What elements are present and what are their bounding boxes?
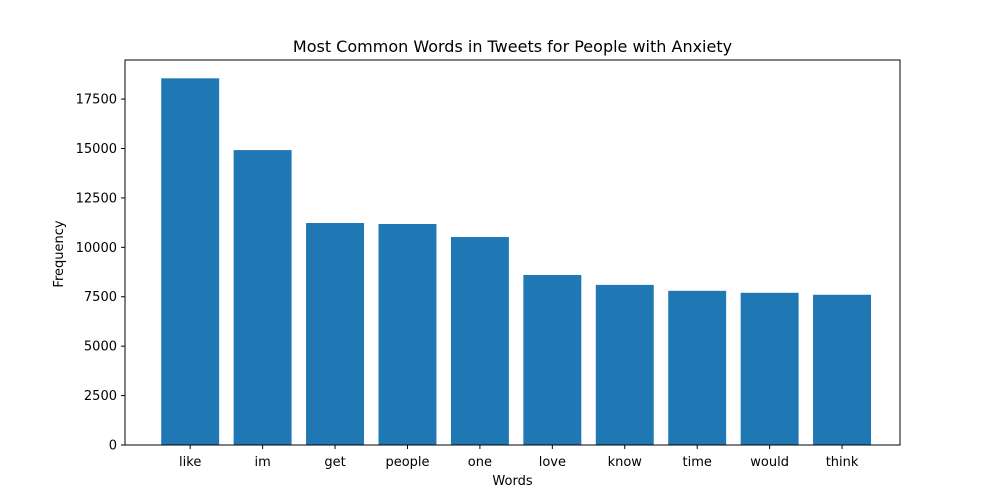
y-tick-label-5000: 5000 <box>84 340 117 355</box>
y-tick-label-12500: 12500 <box>76 191 117 206</box>
bar-like <box>161 78 220 446</box>
x-tick-label-people: people <box>385 455 429 470</box>
bar-im <box>233 150 292 445</box>
y-tick-label-17500: 17500 <box>76 93 117 108</box>
bar-time <box>668 290 727 445</box>
y-tick-label-7500: 7500 <box>84 290 117 305</box>
x-tick-label-im: im <box>254 455 270 470</box>
x-tick-label-would: would <box>750 455 789 470</box>
plot-frame <box>124 59 901 446</box>
bar-would <box>740 292 799 445</box>
bar-know <box>595 284 654 445</box>
y-tick-label-10000: 10000 <box>76 241 117 256</box>
x-tick-label-one: one <box>468 455 492 470</box>
y-tick-label-2500: 2500 <box>84 389 117 404</box>
bars-group <box>161 78 872 446</box>
x-axis: like im get people one love know time would think <box>179 445 859 470</box>
x-tick-label-like: like <box>179 455 201 470</box>
chart-title: Most Common Words in Tweets for People w… <box>293 37 732 56</box>
x-tick-label-love: love <box>539 455 566 470</box>
bar-one <box>450 237 509 445</box>
y-axis-label: Frequency <box>52 220 67 287</box>
x-tick-label-time: time <box>683 455 712 470</box>
x-tick-label-get: get <box>324 455 345 470</box>
y-tick-label-0: 0 <box>109 439 117 454</box>
x-tick-label-know: know <box>608 455 643 470</box>
x-axis-label: Words <box>492 474 532 489</box>
y-tick-label-15000: 15000 <box>76 142 117 157</box>
bar-get <box>306 223 365 445</box>
y-axis: 0 2500 5000 7500 10000 12500 15000 17500 <box>76 93 125 454</box>
bar-think <box>813 294 872 445</box>
bar-love <box>523 275 582 445</box>
x-tick-label-think: think <box>826 455 859 470</box>
bar-people <box>378 224 437 445</box>
